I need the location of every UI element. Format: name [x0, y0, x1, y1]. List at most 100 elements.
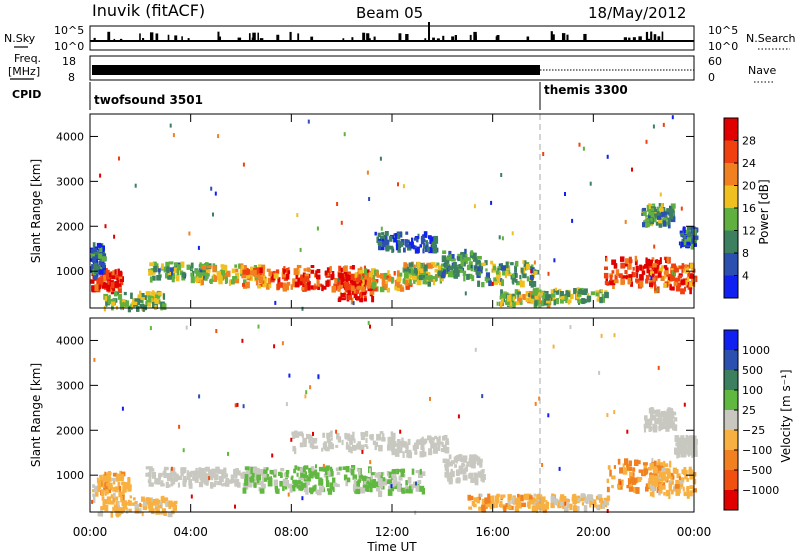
velocity-cell [629, 471, 633, 479]
power-cell [468, 261, 473, 268]
velocity-cell [494, 495, 499, 503]
velocity-cell [154, 481, 157, 485]
power-cell [669, 284, 672, 291]
power-cell [501, 279, 504, 287]
velocity-cell [308, 438, 312, 444]
velocity-cell [429, 396, 431, 401]
power-cell [477, 280, 481, 287]
power-cell [628, 274, 633, 282]
velocity-cell [414, 510, 417, 515]
cpid-segment-1: twofsound 3501 [94, 93, 203, 107]
velocity-cell [466, 461, 470, 467]
power-cell [374, 279, 379, 283]
power-cell [261, 264, 266, 270]
power-cell [421, 267, 426, 272]
power-cell [285, 273, 290, 280]
velocity-cell [442, 444, 447, 449]
x-tick-label: 20:00 [576, 525, 611, 539]
velocity-cell [657, 418, 663, 425]
velocity-cell [204, 481, 209, 485]
velocity-cell [391, 469, 397, 474]
power-cell [650, 276, 653, 281]
velocity-cell [145, 466, 151, 470]
velocity-cell [271, 453, 274, 458]
velocity-cell [312, 431, 314, 436]
velocity-cell [132, 502, 135, 506]
power-cell [329, 266, 332, 273]
power-cell [670, 203, 676, 209]
velocity-cell [477, 471, 481, 476]
cpid-segment-2: themis 3300 [544, 83, 628, 97]
velocity-cell [398, 475, 403, 481]
power-cell [307, 281, 311, 285]
power-cell [360, 286, 366, 292]
velocity-cell [324, 469, 330, 475]
velocity-cell [112, 492, 116, 498]
power-cell [140, 297, 145, 301]
velocity-cell [508, 494, 511, 501]
nsky-spike [366, 33, 370, 41]
power-cell [658, 222, 663, 228]
velocity-cell [320, 479, 324, 485]
power-cell [113, 234, 116, 239]
power-cell [152, 301, 155, 308]
power-cell [684, 279, 687, 286]
velocity-cell [480, 476, 483, 482]
power-cell [568, 300, 571, 305]
power-cell [470, 267, 473, 272]
velocity-cell [377, 472, 382, 476]
velocity-cell [419, 468, 422, 475]
velocity-cell [456, 455, 461, 462]
power-cell [650, 271, 655, 275]
nsky-spike [583, 33, 587, 41]
power-cell [678, 241, 681, 246]
velocity-cell [214, 480, 217, 486]
power-cell [498, 235, 501, 240]
velocity-cell [328, 434, 333, 438]
power-cell [604, 281, 609, 285]
velocity-cell [126, 484, 129, 490]
power-cell [632, 266, 635, 271]
velocity-cell [158, 511, 164, 515]
velocity-cell [112, 506, 117, 511]
velocity-cell [654, 414, 657, 418]
power-cell [274, 300, 277, 305]
velocity-cell [446, 438, 449, 444]
power-cell [531, 300, 536, 305]
velocity-cell [223, 482, 226, 486]
power-cell [246, 275, 251, 279]
velocity-cell [223, 474, 227, 479]
velocity-cell [345, 466, 350, 473]
power-cell [230, 279, 235, 285]
power-cell [686, 226, 692, 231]
x-tick-label: 00:00 [677, 525, 712, 539]
velocity-cell [117, 482, 121, 487]
velocity-cell [191, 470, 196, 474]
velocity-cell [171, 502, 177, 508]
velocity-cell [390, 437, 395, 442]
power-cell [538, 292, 543, 296]
power-cell [94, 284, 99, 291]
velocity-cell [673, 424, 678, 431]
velocity-cell [392, 440, 397, 447]
power-cell [635, 265, 639, 273]
velocity-cell [524, 493, 529, 501]
velocity-cell [583, 505, 588, 512]
velocity-cell [148, 482, 153, 487]
nsearch-tick-bottom: 10^0 [708, 40, 738, 53]
velocity-cell [106, 496, 112, 502]
power-cell [635, 278, 640, 283]
velocity-cell [542, 498, 545, 503]
nave-tick-bottom: 0 [708, 71, 715, 84]
velocity-cell [208, 469, 214, 474]
velocity-cell [121, 481, 126, 486]
velocity-cell [230, 474, 235, 481]
velocity-cell [303, 465, 309, 469]
power-cell [94, 262, 98, 268]
velocity-cell [602, 503, 605, 509]
velocity-cell [664, 416, 668, 421]
power-cell [287, 270, 291, 275]
power-cell [355, 296, 359, 300]
power-cell [134, 183, 137, 188]
velocity-cell [267, 481, 273, 487]
